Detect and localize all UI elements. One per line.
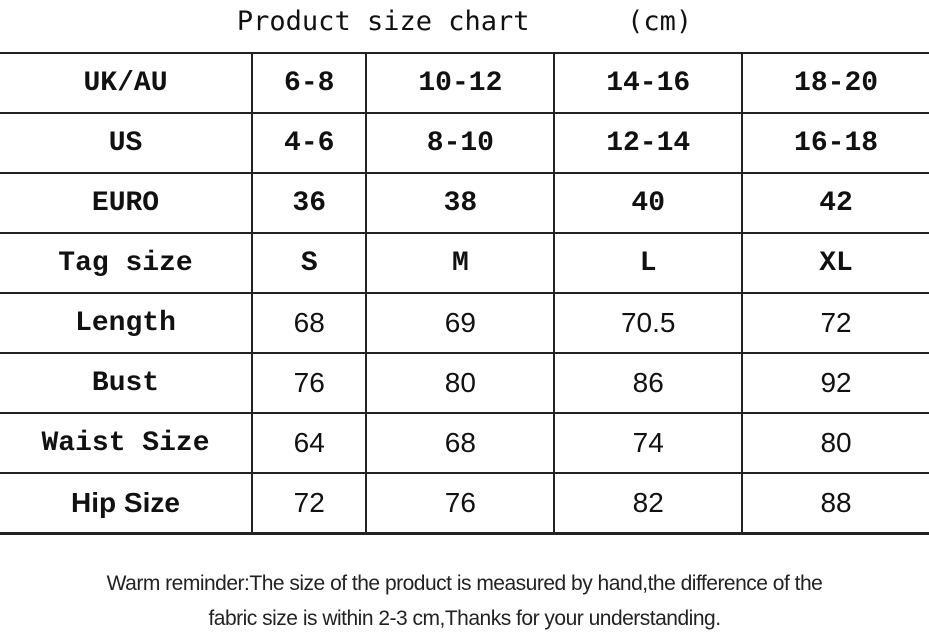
table-cell: 69: [365, 292, 556, 354]
reminder-line-2: fabric size is within 2-3 cm,Thanks for …: [208, 607, 721, 630]
table-cell: 64: [250, 412, 368, 474]
table-row: EURO 36 38 40 42: [0, 172, 929, 234]
table-cell: 80: [741, 412, 929, 474]
table-cell: 14-16: [553, 52, 744, 114]
table-cell: 68: [250, 292, 368, 354]
chart-title: Product size chart (cm): [0, 6, 929, 37]
table-cell: 12-14: [553, 112, 744, 174]
table-cell: 72: [250, 472, 368, 535]
size-table: UK/AU 6-8 10-12 14-16 18-20 US 4-6 8-10 12-14 16-…: [0, 52, 929, 535]
table-cell: 80: [365, 352, 556, 414]
table-cell: 18-20: [741, 52, 929, 114]
row-label: Hip Size: [0, 472, 253, 535]
table-cell: 88: [741, 472, 929, 535]
row-label: US: [0, 112, 253, 174]
table-row: Length 68 69 70.5 72: [0, 292, 929, 354]
table-cell: S: [250, 232, 368, 294]
reminder-line-1: Warm reminder:The size of the product is…: [106, 572, 823, 595]
table-cell: 16-18: [741, 112, 929, 174]
table-cell: 10-12: [365, 52, 556, 114]
table-row: Waist Size 64 68 74 80: [0, 412, 929, 474]
table-row: UK/AU 6-8 10-12 14-16 18-20: [0, 52, 929, 114]
unit-text: (cm): [627, 6, 693, 37]
warm-reminder: Warm reminder:The size of the product is…: [0, 566, 929, 636]
table-cell: 70.5: [553, 292, 744, 354]
table-cell: 42: [741, 172, 929, 234]
table-cell: L: [553, 232, 744, 294]
table-cell: 38: [365, 172, 556, 234]
table-cell: 92: [741, 352, 929, 414]
table-row: US 4-6 8-10 12-14 16-18: [0, 112, 929, 174]
table-row: Hip Size 72 76 82 88: [0, 472, 929, 535]
table-row: Tag size S M L XL: [0, 232, 929, 294]
table-cell: 72: [741, 292, 929, 354]
table-cell: 82: [553, 472, 744, 535]
row-label: Tag size: [0, 232, 253, 294]
table-cell: 4-6: [250, 112, 368, 174]
row-label: Bust: [0, 352, 253, 414]
table-cell: XL: [741, 232, 929, 294]
row-label: UK/AU: [0, 52, 253, 114]
table-cell: 76: [250, 352, 368, 414]
table-cell: 68: [365, 412, 556, 474]
table-cell: 8-10: [365, 112, 556, 174]
table-cell: 6-8: [250, 52, 368, 114]
table-cell: 36: [250, 172, 368, 234]
title-text: Product size chart: [236, 6, 530, 37]
row-label: EURO: [0, 172, 253, 234]
table-row: Bust 76 80 86 92: [0, 352, 929, 414]
table-cell: 40: [553, 172, 744, 234]
table-cell: 74: [553, 412, 744, 474]
table-cell: 86: [553, 352, 744, 414]
row-label: Waist Size: [0, 412, 253, 474]
table-cell: 76: [365, 472, 556, 535]
row-label: Length: [0, 292, 253, 354]
table-cell: M: [365, 232, 556, 294]
